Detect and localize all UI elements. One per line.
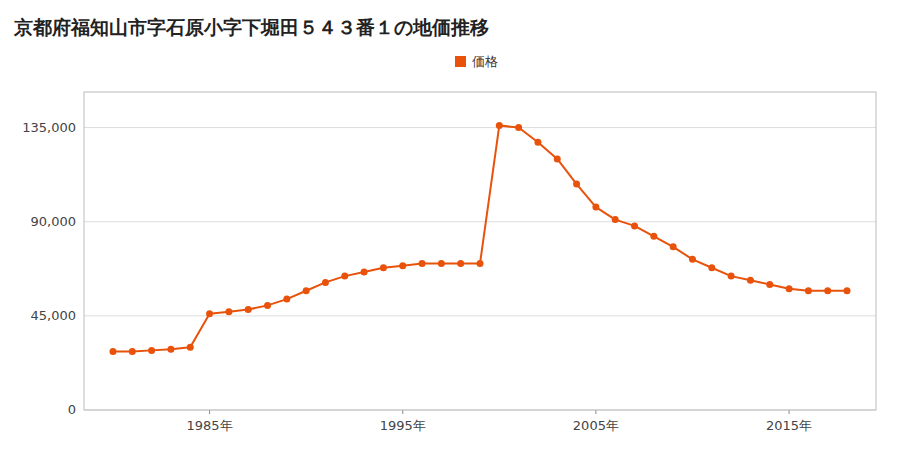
point — [187, 344, 194, 351]
point — [225, 308, 232, 315]
title: 京都府福知山市字石原小字下堀田５４３番１の地価推移 — [13, 16, 489, 38]
point — [573, 181, 580, 188]
legend: 価格 — [455, 54, 498, 69]
point — [438, 260, 445, 267]
x-tick-label: 2005年 — [573, 418, 619, 433]
point — [245, 306, 252, 313]
grid-line — [84, 221, 876, 222]
data — [109, 122, 850, 355]
x-tick — [595, 410, 596, 414]
point — [805, 287, 812, 294]
grid-line — [84, 315, 876, 316]
x-tick-label: 1985年 — [187, 418, 233, 433]
point — [670, 243, 677, 250]
point — [341, 273, 348, 280]
point — [399, 262, 406, 269]
point — [689, 256, 696, 263]
line — [113, 125, 847, 351]
point — [554, 155, 561, 162]
x-tick-label: 2015年 — [766, 418, 812, 433]
point — [206, 310, 213, 317]
point — [592, 204, 599, 211]
point — [496, 122, 503, 129]
point — [457, 260, 464, 267]
plot-frame — [84, 92, 876, 410]
y-tick-label: 45,000 — [31, 308, 77, 323]
point — [264, 302, 271, 309]
point — [283, 296, 290, 303]
point — [844, 287, 851, 294]
x-tick — [789, 410, 790, 414]
point — [747, 277, 754, 284]
point — [824, 287, 831, 294]
point — [728, 273, 735, 280]
point — [708, 264, 715, 271]
legend-swatch — [455, 56, 466, 67]
point — [419, 260, 426, 267]
x-tick — [209, 410, 210, 414]
point — [148, 347, 155, 354]
point — [129, 348, 136, 355]
y-tick-label: 135,000 — [22, 120, 76, 135]
point — [109, 348, 116, 355]
x-tick-label: 1995年 — [380, 418, 426, 433]
y-tick-label: 90,000 — [31, 214, 77, 229]
point — [167, 346, 174, 353]
chart: 京都府福知山市字石原小字下堀田５４３番１の地価推移 0 45,000 90,000 13… — [0, 0, 900, 450]
point — [534, 139, 541, 146]
point — [303, 287, 310, 294]
y-tick-label: 0 — [68, 402, 76, 417]
point — [650, 233, 657, 240]
grid-line — [84, 127, 876, 128]
point — [766, 281, 773, 288]
point — [786, 285, 793, 292]
axes: 0 45,000 90,000 135,000 1985年 1995年 2005年 2015年 — [22, 92, 876, 433]
x-tick — [402, 410, 403, 414]
point — [361, 268, 368, 275]
point — [477, 260, 484, 267]
point — [631, 222, 638, 229]
legend-label: 価格 — [472, 54, 498, 69]
point — [380, 264, 387, 271]
point — [612, 216, 619, 223]
point — [322, 279, 329, 286]
point — [515, 124, 522, 131]
